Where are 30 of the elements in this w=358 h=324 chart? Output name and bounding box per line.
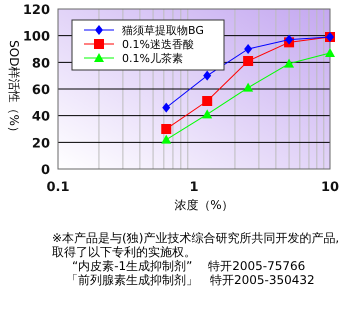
x-axis-title: 浓度（%）: [174, 198, 234, 212]
point: [244, 44, 252, 54]
point: [161, 134, 172, 144]
y-tick-label: 20: [32, 136, 50, 152]
x-tick-label: 10: [320, 180, 340, 195]
y-tick-label: 100: [22, 30, 50, 45]
y-tick-label: 60: [32, 83, 50, 98]
text: ※本产品是与(独)产业技术综合研究所共同开发的产品,取得了以下专利的实施权。: [52, 231, 340, 259]
point: [161, 124, 172, 134]
x-tick-label: 0.1: [46, 180, 70, 195]
y-axis-title: SOD样活性（%）: [7, 40, 21, 138]
point: [243, 56, 254, 66]
text: 「前列腺素生成抑制剂」 特开2005-350432: [66, 273, 315, 287]
y-tick-label: 40: [32, 110, 50, 125]
point: [162, 102, 170, 113]
point: [243, 82, 254, 92]
y-tick-label: 120: [22, 3, 50, 18]
legend-label: 0.1%儿茶素: [122, 52, 183, 65]
text: “内皮素-1生成抑制剂” 特开2005-75766: [72, 259, 306, 273]
point: [285, 34, 294, 45]
point: [202, 109, 212, 118]
point: [202, 96, 212, 106]
x-tick-label: 1: [189, 180, 199, 195]
legend-label: 猫须草提取物BG: [122, 24, 204, 37]
y-tick-label: 80: [32, 56, 50, 72]
point: [325, 48, 335, 57]
point: [284, 58, 294, 68]
legend-label: 0.1%迷迭香酸: [122, 38, 194, 51]
point: [203, 70, 212, 81]
y-tick-label: 0: [40, 163, 50, 178]
